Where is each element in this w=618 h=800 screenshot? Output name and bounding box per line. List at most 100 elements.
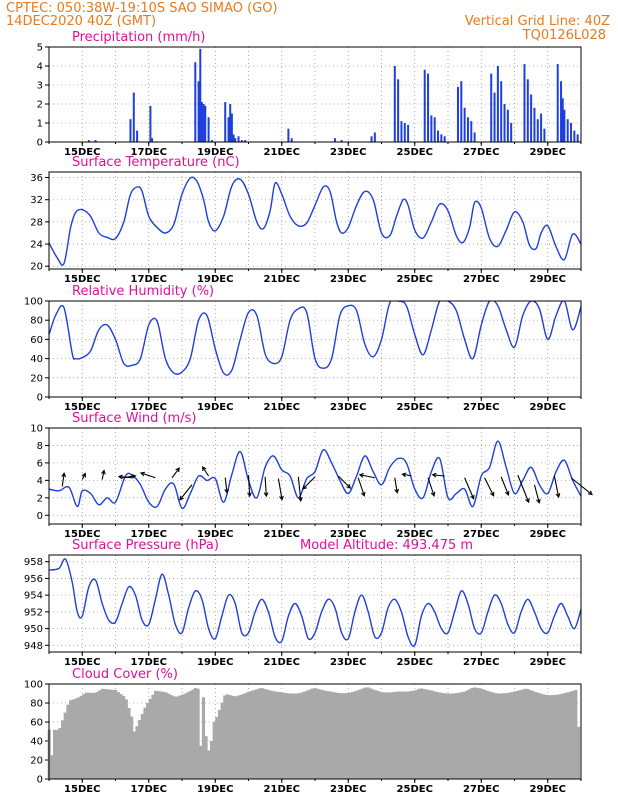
precip-bar bbox=[566, 119, 569, 142]
cloud-bar bbox=[236, 695, 240, 779]
precip-bar bbox=[194, 62, 197, 143]
cloud-bar bbox=[180, 694, 184, 779]
wind-arrow bbox=[357, 477, 366, 497]
precip-bar bbox=[397, 79, 400, 142]
wind-arrow bbox=[302, 476, 316, 490]
header-model-code: TQ0126L028 bbox=[522, 28, 606, 43]
precip-bar bbox=[561, 98, 564, 142]
cloud-bar bbox=[345, 693, 349, 779]
cloud-bar bbox=[289, 693, 293, 779]
precip-bar bbox=[573, 130, 576, 142]
cloud-bar bbox=[143, 707, 147, 779]
cloud-bar bbox=[529, 690, 533, 779]
humidity-frame bbox=[48, 300, 582, 398]
cloud-xtick-label: 23DEC bbox=[330, 784, 366, 795]
precip-ytick-label: 2 bbox=[37, 100, 43, 111]
cloud-bar bbox=[303, 691, 307, 779]
precip-bar bbox=[136, 130, 139, 142]
precip-bar bbox=[456, 86, 459, 142]
precip-bar bbox=[496, 66, 499, 142]
precip-bar bbox=[240, 140, 243, 142]
cloud-ytick-label: 60 bbox=[30, 718, 43, 729]
humidity-series-line bbox=[49, 301, 581, 376]
precip-bar bbox=[440, 134, 443, 142]
precip-bar bbox=[560, 81, 563, 142]
cloud-bar bbox=[140, 713, 144, 779]
cloud-bar bbox=[422, 688, 426, 779]
cloud-bar bbox=[502, 693, 506, 779]
cloud-bar bbox=[547, 695, 551, 779]
precip-bar bbox=[232, 134, 235, 142]
cloud-bar bbox=[553, 694, 557, 779]
cloud-bar bbox=[87, 692, 91, 779]
humidity-ytick-label: 20 bbox=[30, 373, 43, 384]
precip-bar bbox=[202, 104, 205, 142]
precip-ytick-label: 3 bbox=[37, 81, 43, 92]
cloud-bar bbox=[239, 694, 243, 779]
cloud-bar bbox=[470, 687, 474, 779]
cloud-bar bbox=[324, 690, 328, 779]
wind-xtick-label: 17DEC bbox=[131, 529, 167, 540]
wind-xtick-label: 23DEC bbox=[330, 529, 366, 540]
temperature-xtick-label: 29DEC bbox=[530, 274, 566, 285]
wind-arrow bbox=[570, 477, 593, 496]
precip-bar bbox=[430, 115, 433, 142]
precip-bar bbox=[197, 81, 200, 142]
wind-arrow bbox=[179, 484, 193, 501]
cloud-bar bbox=[513, 691, 517, 779]
precip-bar bbox=[393, 66, 396, 142]
cloud-bar bbox=[409, 691, 413, 779]
cloud-bar bbox=[84, 692, 88, 779]
cloud-bar bbox=[215, 717, 219, 779]
pressure-subtitle: Model Altitude: 493.475 m bbox=[300, 538, 473, 553]
cloud-bar bbox=[534, 692, 538, 779]
cloud-bar bbox=[196, 688, 200, 779]
precip-bar bbox=[407, 124, 410, 142]
precip-bar bbox=[493, 92, 496, 142]
cloud-bar bbox=[369, 688, 373, 779]
wind-series-line bbox=[49, 440, 581, 510]
wind-arrow bbox=[277, 478, 284, 501]
cloud-bar bbox=[561, 693, 565, 779]
cloud-bar bbox=[571, 690, 575, 779]
cloud-bar bbox=[66, 704, 70, 779]
cloud-bar bbox=[130, 716, 134, 779]
cloud-bar bbox=[162, 691, 166, 779]
pressure-xtick-label: 21DEC bbox=[264, 657, 300, 668]
cloud-bar bbox=[457, 692, 461, 779]
precip-bar bbox=[526, 79, 529, 142]
humidity-xtick-label: 23DEC bbox=[330, 402, 366, 413]
precip-bar bbox=[200, 102, 203, 142]
cloud-bar bbox=[311, 688, 315, 779]
cloud-bar bbox=[185, 692, 190, 779]
precip-bar bbox=[224, 102, 227, 142]
cloud-bar bbox=[372, 689, 376, 779]
cloud-bar bbox=[454, 693, 458, 779]
cloud-bar bbox=[358, 689, 362, 779]
cloud-xtick-label: 19DEC bbox=[197, 784, 233, 795]
pressure-ytick-label: 956 bbox=[24, 574, 43, 585]
precip-bar bbox=[151, 138, 154, 142]
precip-bar bbox=[427, 73, 430, 142]
cloud-bar bbox=[545, 694, 549, 779]
humidity-xtick-label: 17DEC bbox=[131, 402, 167, 413]
pressure-ytick-label: 948 bbox=[24, 641, 43, 652]
pressure-ytick-label: 950 bbox=[24, 624, 43, 635]
cloud-bar bbox=[446, 693, 450, 779]
cloud-bar bbox=[71, 699, 75, 779]
cloud-bar bbox=[334, 692, 339, 779]
precip-ytick-label: 1 bbox=[37, 119, 43, 130]
cloud-bar bbox=[438, 692, 442, 779]
cloud-bar bbox=[60, 720, 65, 779]
cloud-bar bbox=[459, 692, 464, 779]
temperature-xtick-label: 27DEC bbox=[463, 274, 499, 285]
humidity-title: Relative Humidity (%) bbox=[72, 284, 214, 299]
precip-bar bbox=[563, 109, 566, 142]
precip-bar bbox=[423, 69, 426, 142]
temperature-panel: Surface Temperature (nC) 20 24 28 32 36 15DEC 1… bbox=[30, 155, 582, 285]
precip-xtick-label: 25DEC bbox=[397, 147, 433, 158]
cloud-bar bbox=[188, 691, 192, 779]
precip-bar bbox=[503, 104, 506, 142]
precip-bar bbox=[204, 105, 207, 142]
wind-arrow bbox=[484, 477, 495, 497]
